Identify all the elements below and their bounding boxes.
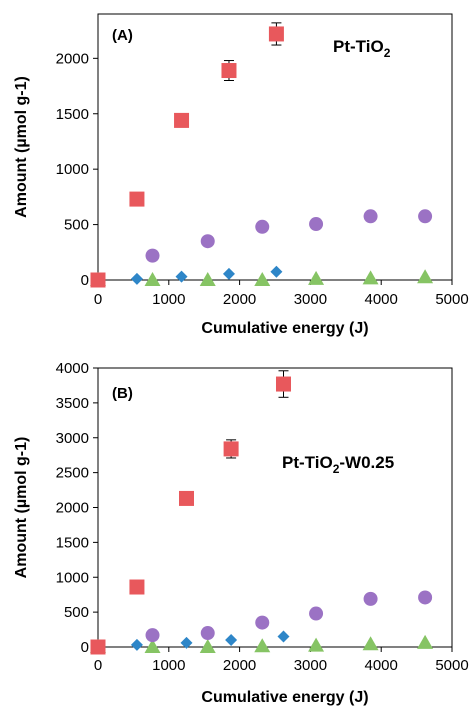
y-tick-label: 0 — [81, 272, 89, 289]
triangle-point — [362, 636, 379, 651]
sample-title: Pt-TiO2-W0.25 — [282, 453, 394, 476]
x-tick-label: 4000 — [365, 657, 398, 674]
square-point — [221, 63, 237, 79]
x-tick-label: 0 — [94, 291, 102, 308]
square-point — [129, 191, 145, 207]
triangle-point — [199, 272, 216, 286]
diamond-point — [130, 638, 143, 651]
x-tick-label: 0 — [94, 657, 102, 674]
diamond-point — [130, 272, 143, 285]
y-tick-label: 1500 — [56, 106, 89, 123]
sample-title: Pt-TiO2 — [333, 37, 391, 60]
panel-label: (A) — [112, 27, 133, 44]
sample-title-main: Pt-TiO — [333, 37, 384, 56]
square-point — [90, 639, 106, 655]
diamond-point — [225, 634, 238, 647]
circle-point — [200, 234, 215, 249]
y-tick-label: 500 — [64, 604, 89, 621]
sample-title-suffix: -W0.25 — [339, 453, 394, 472]
triangle-point — [362, 270, 379, 285]
square-point — [268, 26, 284, 42]
y-tick-label: 4000 — [56, 360, 89, 377]
square-point — [275, 376, 291, 392]
y-tick-label: 1000 — [56, 569, 89, 586]
y-tick-label: 0 — [81, 639, 89, 656]
x-tick-label: 3000 — [294, 657, 327, 674]
circle-point — [145, 248, 160, 263]
panel-a: 0 500 1000 1500 2000 0 1000 2000 3000 4000 5000 Cum… — [13, 13, 469, 337]
sample-title-subscript: 2 — [333, 462, 340, 476]
square-point — [90, 272, 106, 288]
x-tick-label: 5000 — [435, 291, 468, 308]
y-tick-label: 2500 — [56, 465, 89, 482]
square-point — [179, 490, 194, 506]
x-tick-label: 1000 — [152, 291, 185, 308]
triangle-point — [144, 272, 161, 286]
plot-frame — [97, 13, 453, 281]
y-axis-label: Amount (µmol g-1) — [13, 76, 30, 218]
x-tick-label: 3000 — [294, 291, 327, 308]
triangle-point — [308, 637, 325, 652]
diamond-point — [277, 630, 290, 643]
panel-label: (B) — [112, 385, 133, 402]
diamond-point — [180, 636, 193, 649]
circle-point — [418, 590, 433, 605]
circle-point — [309, 606, 324, 621]
x-axis-label: Cumulative energy (J) — [201, 689, 368, 706]
x-tick-label: 2000 — [223, 657, 256, 674]
x-axis-label: Cumulative energy (J) — [201, 320, 368, 337]
triangle-point — [417, 634, 434, 649]
triangle-point — [417, 269, 434, 284]
y-tick-label: 2000 — [56, 500, 89, 517]
diamond-point — [270, 265, 283, 278]
circle-point — [200, 626, 215, 641]
square-point — [174, 112, 190, 128]
circle-point — [145, 628, 160, 643]
triangle-point — [254, 272, 271, 286]
y-tick-label: 2000 — [56, 50, 89, 67]
sample-title-subscript: 2 — [384, 46, 391, 60]
triangle-point — [144, 639, 161, 653]
panel-b: 0 500 1000 1500 2000 2500 3000 3500 4000 0 1000 200… — [13, 360, 469, 706]
sample-title-main: Pt-TiO — [282, 453, 333, 472]
diamond-point — [175, 270, 188, 283]
x-tick-label: 4000 — [365, 291, 398, 308]
circle-point — [363, 209, 378, 224]
diamond-point — [222, 267, 235, 280]
y-axis-label: Amount (µmol g-1) — [13, 437, 30, 579]
square-point — [129, 579, 145, 595]
circle-point — [255, 615, 270, 630]
circle-point — [418, 209, 433, 224]
y-tick-label: 500 — [64, 217, 89, 234]
x-tick-label: 1000 — [152, 657, 185, 674]
y-tick-label: 3000 — [56, 430, 89, 447]
x-tick-label: 5000 — [435, 657, 468, 674]
x-tick-label: 2000 — [223, 291, 256, 308]
triangle-point — [199, 639, 216, 653]
circle-point — [363, 591, 378, 606]
y-tick-label: 1500 — [56, 534, 89, 551]
circle-point — [255, 219, 270, 234]
square-point — [223, 441, 239, 457]
y-tick-label: 1000 — [56, 161, 89, 178]
triangle-point — [254, 638, 271, 653]
plot-frame — [97, 367, 453, 648]
triangle-point — [308, 270, 325, 285]
circle-point — [309, 217, 324, 232]
y-tick-label: 3500 — [56, 395, 89, 412]
